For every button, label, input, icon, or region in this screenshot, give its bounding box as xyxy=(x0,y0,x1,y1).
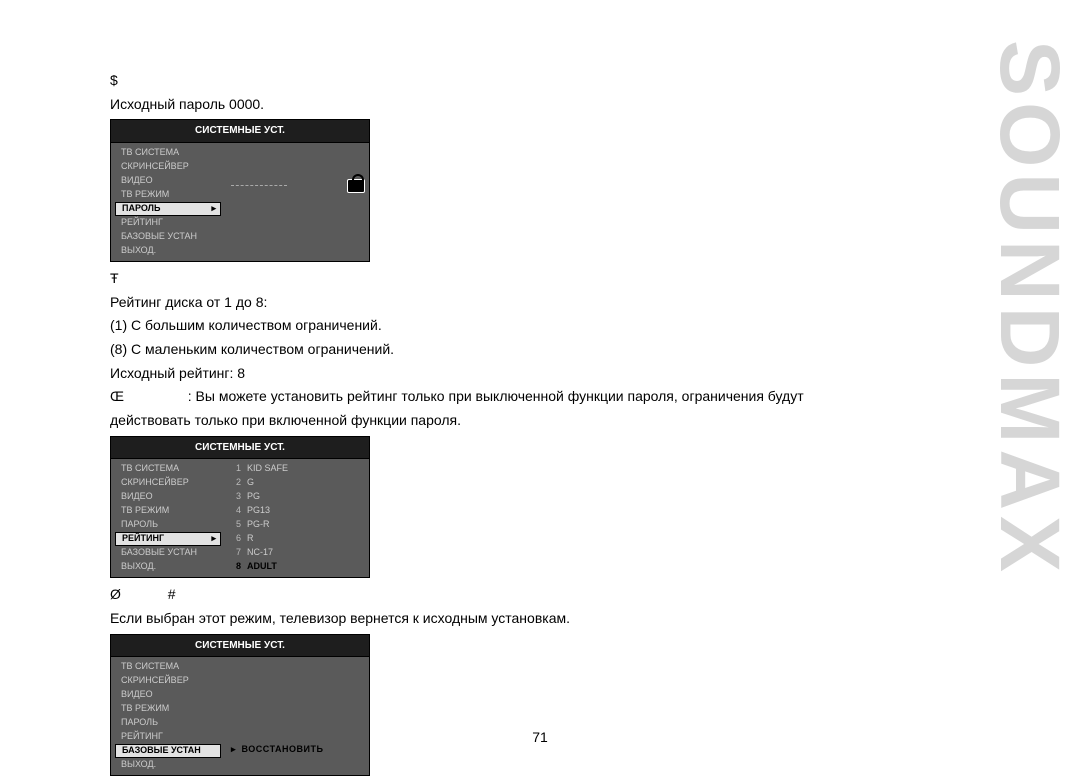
osd-menu-item-label: БАЗОВЫЕ УСТАН xyxy=(121,546,197,560)
osd-menu-item: РЕЙТИНГ xyxy=(111,216,225,230)
osd-rating-number: 7 xyxy=(231,546,241,560)
osd-menu-item: СКРИНСЕЙВЕР xyxy=(111,476,225,490)
osd-menu-item-label: РЕЙТИНГ xyxy=(122,532,164,546)
osd-dash-line xyxy=(231,185,287,186)
page-number: 71 xyxy=(0,729,1080,745)
osd-rating-row: 2G xyxy=(231,476,365,490)
symbol-marker: $ xyxy=(110,70,180,92)
osd-menu-item: ТВ РЕЖИМ xyxy=(111,188,225,202)
osd-menu-item: БАЗОВЫЕ УСТАН xyxy=(111,546,225,560)
chevron-right-icon: ▸ xyxy=(211,532,216,546)
osd-rating-row: 6R xyxy=(231,532,365,546)
osd-menu-item-label: ВЫХОД. xyxy=(121,560,156,574)
osd-menu-item: БАЗОВЫЕ УСТАН xyxy=(111,230,225,244)
osd-rating-label: PG13 xyxy=(247,504,270,518)
lock-icon xyxy=(347,179,365,193)
osd-menu-item: ТВ СИСТЕМА xyxy=(111,146,225,160)
osd-menu-item: ТВ СИСТЕМА xyxy=(111,660,225,674)
osd-rating-row: 4 PG13 xyxy=(231,504,365,518)
osd-rating-row: 7 NC-17 xyxy=(231,546,365,560)
osd-menu-item: ПАРОЛЬ ▸ xyxy=(115,202,221,216)
osd-menu-item: ПАРОЛЬ xyxy=(111,716,225,730)
osd-rating-label: PG xyxy=(247,490,260,504)
osd-rating-number: 1 xyxy=(231,462,241,476)
osd-title: СИСТЕМНЫЕ УСТ. xyxy=(111,437,369,460)
osd-menu-item-label: БАЗОВЫЕ УСТАН xyxy=(121,230,197,244)
osd-menu-item-label: СКРИНСЕЙВЕР xyxy=(121,674,189,688)
osd-rating-label: R xyxy=(247,532,254,546)
osd-title: СИСТЕМНЫЕ УСТ. xyxy=(111,635,369,658)
osd-rating-number: 3 xyxy=(231,490,241,504)
paragraph-rating-1: (1) С большим количеством ограничений. xyxy=(110,315,970,337)
symbol-marker: Ŧ xyxy=(110,268,120,290)
osd-menu-item-label: ВИДЕО xyxy=(121,174,153,188)
osd-rating-label: G xyxy=(247,476,254,490)
paragraph-reset: Если выбран этот режим, телевизор вернет… xyxy=(110,608,970,630)
osd-menu-item-label: РЕЙТИНГ xyxy=(121,216,163,230)
osd-menu-reset: СИСТЕМНЫЕ УСТ. ТВ СИСТЕМАСКРИНСЕЙВЕРВИДЕ… xyxy=(110,634,370,776)
osd-rating-label: KID SAFE xyxy=(247,462,288,476)
osd-menu-item-label: ТВ РЕЖИМ xyxy=(121,504,169,518)
osd-menu-item-label: ТВ РЕЖИМ xyxy=(121,702,169,716)
osd-menu-item: РЕЙТИНГ ▸ xyxy=(115,532,221,546)
osd-menu-item: ПАРОЛЬ xyxy=(111,518,225,532)
osd-menu-item-label: СКРИНСЕЙВЕР xyxy=(121,160,189,174)
osd-menu-item-label: ВИДЕО xyxy=(121,490,153,504)
osd-rating-number: 8 xyxy=(231,560,241,574)
osd-rating-label: ADULT xyxy=(247,560,277,574)
osd-menu-item-label: ТВ СИСТЕМА xyxy=(121,660,179,674)
osd-menu-item: ТВ РЕЖИМ xyxy=(111,504,225,518)
chevron-right-icon: ▸ xyxy=(231,743,236,757)
osd-menu-password: СИСТЕМНЫЕ УСТ. ТВ СИСТЕМАСКРИНСЕЙВЕРВИДЕ… xyxy=(110,119,370,262)
osd-menu-item: БАЗОВЫЕ УСТАН xyxy=(115,744,221,758)
osd-menu-item-label: ТВ РЕЖИМ xyxy=(121,188,169,202)
osd-menu-item: ВИДЕО xyxy=(111,688,225,702)
osd-rating-number: 2 xyxy=(231,476,241,490)
osd-title: СИСТЕМНЫЕ УСТ. xyxy=(111,120,369,143)
paragraph-rating-8: (8) С маленьким количеством ограничений. xyxy=(110,339,970,361)
osd-rating-row: 1 KID SAFE xyxy=(231,462,365,476)
osd-rating-label: NC-17 xyxy=(247,546,273,560)
osd-menu-item: ВЫХОД. xyxy=(111,560,225,574)
paragraph-note-a: : Вы можете установить рейтинг только пр… xyxy=(188,388,804,404)
osd-menu-rating: СИСТЕМНЫЕ УСТ. ТВ СИСТЕМАСКРИНСЕЙВЕРВИДЕ… xyxy=(110,436,370,579)
document-body: $ Исходный пароль 0000. СИСТЕМНЫЕ УСТ. Т… xyxy=(110,70,970,776)
symbol-marker: # xyxy=(168,586,176,602)
osd-menu-item-label: ПАРОЛЬ xyxy=(121,518,158,532)
symbol-marker: Ø xyxy=(110,584,130,606)
osd-menu-item: ВИДЕО xyxy=(111,490,225,504)
chevron-right-icon: ▸ xyxy=(211,202,216,216)
osd-menu-item-label: ТВ СИСТЕМА xyxy=(121,146,179,160)
osd-right-value: ▸ ВОССТАНОВИТЬ xyxy=(231,743,365,757)
osd-menu-item: ТВ РЕЖИМ xyxy=(111,702,225,716)
osd-menu-item: ВИДЕО xyxy=(111,174,225,188)
osd-rating-number: 6 xyxy=(231,532,241,546)
osd-menu-item: ВЫХОД. xyxy=(111,244,225,258)
osd-menu-item-label: СКРИНСЕЙВЕР xyxy=(121,476,189,490)
osd-menu-item-label: ВИДЕО xyxy=(121,688,153,702)
paragraph-password: Исходный пароль 0000. xyxy=(110,94,970,116)
osd-menu-item-label: ВЫХОД. xyxy=(121,758,156,772)
osd-rating-number: 5 xyxy=(231,518,241,532)
osd-menu-item: СКРИНСЕЙВЕР xyxy=(111,674,225,688)
osd-reset-label: ВОССТАНОВИТЬ xyxy=(242,743,324,757)
osd-rating-number: 4 xyxy=(231,504,241,518)
symbol-marker: Œ xyxy=(110,386,120,408)
osd-menu-item-label: ПАРОЛЬ xyxy=(122,202,160,216)
osd-menu-item: ВЫХОД. xyxy=(111,758,225,772)
brand-watermark: SOUNDMAX xyxy=(981,40,1078,578)
osd-rating-row: 8 ADULT xyxy=(231,560,365,574)
paragraph-note-b: действовать только при включенной функци… xyxy=(110,410,970,432)
osd-menu-item-label: ВЫХОД. xyxy=(121,244,156,258)
osd-menu-item: СКРИНСЕЙВЕР xyxy=(111,160,225,174)
osd-menu-item-label: ТВ СИСТЕМА xyxy=(121,462,179,476)
osd-rating-label: PG-R xyxy=(247,518,270,532)
paragraph-rating-range: Рейтинг диска от 1 до 8: xyxy=(110,292,970,314)
paragraph-default-rating: Исходный рейтинг: 8 xyxy=(110,363,970,385)
osd-menu-item-label: ПАРОЛЬ xyxy=(121,716,158,730)
osd-rating-row: 3 PG xyxy=(231,490,365,504)
osd-menu-item: ТВ СИСТЕМА xyxy=(111,462,225,476)
osd-menu-item-label: БАЗОВЫЕ УСТАН xyxy=(122,744,201,758)
osd-rating-row: 5 PG-R xyxy=(231,518,365,532)
